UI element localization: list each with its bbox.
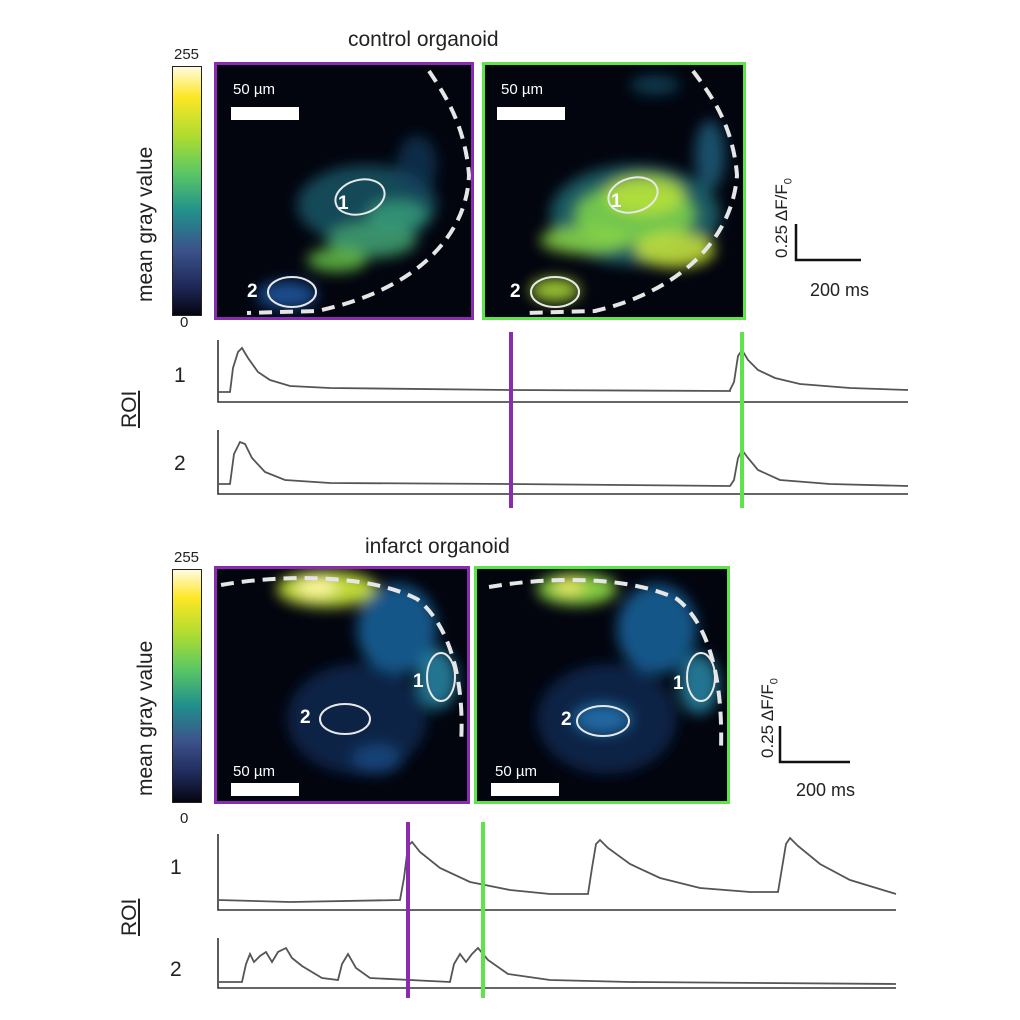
infarct-trace-2-label: 2 [170,958,182,981]
infarct-fluorescence-image-2 [488,573,724,774]
infarct-trace-1 [217,836,897,903]
infarct-scale-bar-axes [778,726,850,764]
infarct-colorbar [172,569,202,803]
control-roi-2-label-a: 2 [247,281,258,302]
control-scale-bar-axes [794,224,861,262]
infarct-roi-2-label-a: 2 [300,707,311,728]
infarct-marker-a [406,822,410,998]
infarct-trace-1-label: 1 [170,856,182,879]
infarct-colorbar-max: 255 [174,549,200,566]
infarct-roi-1-label-a: 1 [413,671,424,692]
control-scale-bar-2 [497,107,565,120]
infarct-scale-bar-1 [231,783,299,796]
control-marker-a [509,332,513,508]
control-fluorescence-image-1 [246,69,471,315]
control-traces [217,340,909,495]
infarct-colorbar-min: 0 [180,810,189,827]
infarct-scale-bar-label-2: 50 µm [495,763,537,780]
control-colorbar [172,66,202,316]
control-roi-axis-label: ROI [118,390,141,428]
infarct-fluorescence-image-1 [220,571,464,774]
infarct-roi-1-label-b: 1 [673,673,684,694]
infarct-image-frame-1: 50 µm 1 2 [214,566,470,804]
control-scale-bar-label-1: 50 µm [233,81,275,98]
infarct-boundary-2 [488,577,724,750]
control-scale-bar-1 [231,107,299,120]
control-trace-1-label: 1 [174,364,186,387]
control-fluorescence-image-2 [524,69,740,315]
infarct-image-frame-2: 50 µm 1 2 [474,566,730,804]
infarct-traces [217,834,897,989]
control-colorbar-min: 0 [180,314,189,331]
control-boundary-2 [524,69,740,315]
control-trace-1 [218,346,909,393]
control-roi-1-label-b: 1 [611,191,622,212]
control-trace-2-label: 2 [174,452,186,475]
control-boundary-1 [246,69,471,315]
control-colorbar-label: mean gray value [134,146,157,302]
control-marker-b [740,332,744,508]
control-scale-bar-label-2: 50 µm [501,81,543,98]
control-image-frame-1: 50 µm 1 2 [214,62,474,320]
infarct-trace-2 [218,946,897,985]
infarct-roi-axis-label: ROI [118,898,141,936]
control-roi-2-label-b: 2 [510,281,521,302]
control-trace-2 [218,440,909,487]
infarct-marker-b [481,822,485,998]
control-colorbar-max: 255 [174,46,200,63]
infarct-boundary-1 [220,576,464,745]
infarct-time-scale-label: 200 ms [796,780,856,800]
control-image-frame-2: 50 µm 1 2 [482,62,746,320]
infarct-title: infarct organoid [365,535,510,558]
infarct-scale-bar-2 [491,783,559,796]
infarct-roi-2-label-b: 2 [561,709,572,730]
infarct-scale-bar-label-1: 50 µm [233,763,275,780]
infarct-colorbar-label: mean gray value [134,640,157,796]
control-roi-1-label-a: 1 [338,193,349,214]
control-time-scale-label: 200 ms [810,280,870,300]
control-title: control organoid [348,28,499,51]
